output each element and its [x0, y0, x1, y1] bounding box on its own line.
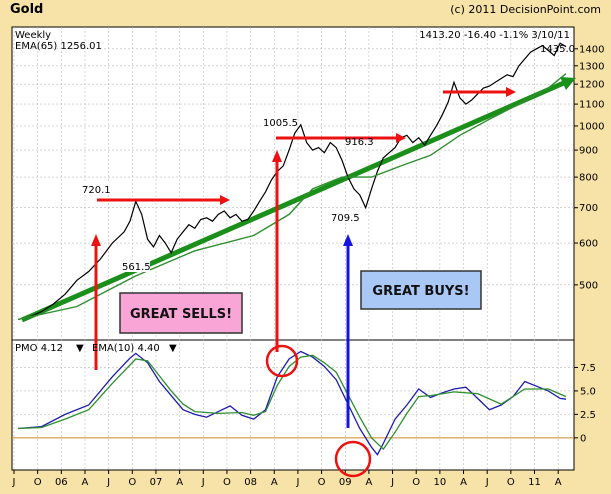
pmo-panel [11, 339, 575, 471]
x-ticks: J O 06 A J O 07 A J O 08 A J O 09 A J O 10 A J O 11 A [12, 470, 562, 488]
pmo-ema-line [17, 354, 567, 451]
price-header: 1413.20 -16.40 -1.1% 3/10/11 [419, 30, 570, 41]
x-tick-label: A [82, 477, 89, 488]
sell-circle [265, 344, 299, 378]
peak-2-label: 1005.5 [263, 118, 298, 129]
x-tick-label: 06 [55, 477, 68, 488]
price-y-tick-label: 900 [579, 146, 598, 157]
low-1-label: 561.5 [122, 262, 151, 273]
x-tick-label: A [271, 477, 278, 488]
pmo-line [17, 350, 567, 456]
x-tick-label: A [555, 477, 562, 488]
peak-1-bg [80, 183, 110, 195]
price-y-tick-label: 1100 [579, 100, 604, 111]
red-arrow-2-head [396, 133, 406, 143]
pmo-ema-legend: EMA(10) 4.40 [92, 343, 160, 354]
last-value-label: 1435.0 [540, 44, 575, 55]
x-tick-label: O [318, 477, 326, 488]
x-tick-label: O [34, 477, 42, 488]
sells-box [119, 292, 243, 334]
price-y-tick-label: 700 [579, 203, 598, 214]
ema-line [17, 73, 567, 321]
x-tick-label: J [485, 477, 489, 488]
price-y-tick-label: 1300 [579, 61, 604, 72]
pmo-down-icon: ▼ [76, 343, 84, 354]
weekly-label: Weekly [15, 30, 51, 41]
x-tick-label: J [295, 477, 299, 488]
x-tick-label: O [223, 477, 231, 488]
price-line [17, 42, 567, 320]
buys-label: GREAT BUYS! [372, 284, 469, 299]
x-tick-label: 09 [339, 477, 352, 488]
peak-1-label: 720.1 [82, 185, 111, 196]
pmo-legend: PMO 4.12 [15, 343, 63, 354]
buys-box [360, 270, 482, 310]
sells-label: GREAT SELLS! [130, 307, 232, 322]
price-y-tick-label: 800 [579, 173, 598, 184]
x-tick-label: A [176, 477, 183, 488]
chart-title: Gold [10, 2, 44, 17]
trend-arrow-head [560, 77, 576, 90]
pmo-y-tick-label: 0 [580, 433, 586, 444]
x-tick-label: A [365, 477, 372, 488]
peak-2-bg [261, 116, 297, 128]
low-1-bg [120, 260, 150, 272]
red-arrow-1-head [220, 195, 230, 205]
x-tick-label: 08 [244, 477, 257, 488]
blue-arrow-head [343, 234, 353, 246]
low-2-label: 709.5 [331, 213, 360, 224]
red-vert-arrow-2-head [272, 150, 282, 162]
x-tick-label: J [12, 477, 16, 488]
buy-circle [334, 440, 372, 478]
red-vert-arrow-1-head [91, 234, 101, 246]
x-tick-label: A [460, 477, 467, 488]
x-tick-label: 10 [434, 477, 447, 488]
x-tick-label: 11 [528, 477, 541, 488]
mid-2-label: 916.3 [345, 137, 374, 148]
pmo-y-tick-label: 2.5 [580, 410, 596, 421]
pmo-y-tick-label: 5.0 [580, 386, 596, 397]
price-y-tick-label: 500 [579, 280, 598, 291]
price-y-tick-label: 1200 [579, 80, 604, 91]
price-y-tick-label: 1000 [579, 121, 604, 132]
pmo-ema-down-icon: ▼ [169, 343, 177, 354]
x-tick-label: J [201, 477, 205, 488]
copyright-text: (c) 2011 DecisionPoint.com [450, 3, 601, 16]
x-tick-label: 07 [150, 477, 163, 488]
x-tick-label: O [412, 477, 420, 488]
trend-line [20, 79, 568, 323]
pmo-y-tick-label: 7.5 [580, 363, 596, 374]
ema-label: EMA(65) 1256.01 [15, 41, 102, 52]
series-layer [17, 42, 567, 456]
price-y-tick-label: 600 [579, 239, 598, 250]
y-ticks: 500 600 700 800 900 1000 1100 1200 1300 1400 0 2.5 5… [574, 44, 604, 444]
x-tick-label: J [106, 477, 110, 488]
low-2-bg [329, 211, 359, 223]
x-tick-label: O [507, 477, 515, 488]
price-y-tick-label: 1400 [579, 44, 604, 55]
x-tick-label: O [128, 477, 136, 488]
red-arrows [91, 87, 516, 370]
x-tick-label: J [390, 477, 394, 488]
red-arrow-3-head [506, 87, 516, 97]
